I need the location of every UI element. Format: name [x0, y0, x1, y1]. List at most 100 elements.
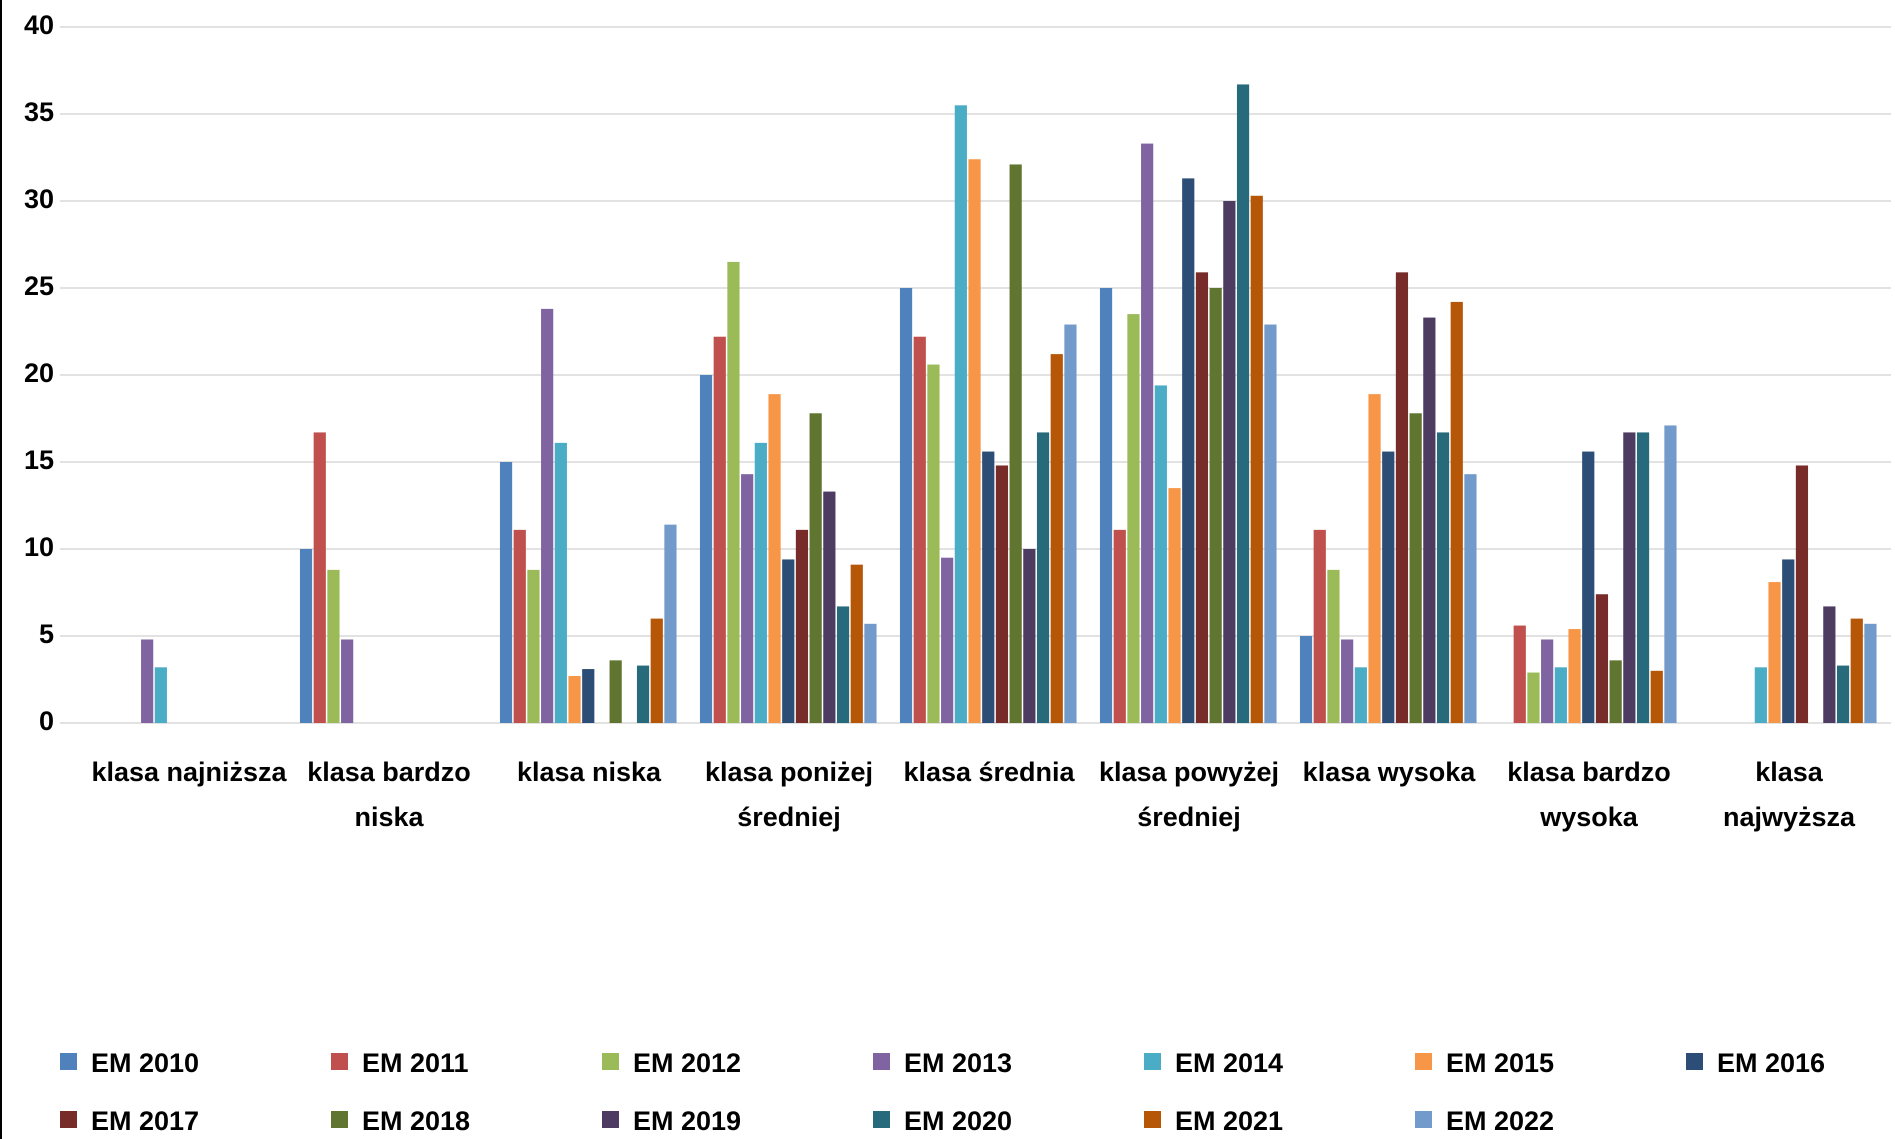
bar: [1064, 324, 1077, 723]
x-tick-label: klasa powyżej średniej: [1098, 757, 1280, 832]
bar: [1795, 465, 1809, 723]
legend-item: EM 2020: [873, 1106, 1012, 1137]
bar: [741, 474, 754, 723]
bar: [313, 432, 326, 723]
bar: [927, 364, 940, 723]
bar: [1009, 164, 1022, 723]
bar: [1341, 639, 1354, 723]
legend-label: EM 2021: [1175, 1106, 1284, 1136]
bar: [527, 569, 540, 723]
legend-item: EM 2015: [1415, 1048, 1554, 1079]
legend-label: EM 2020: [904, 1106, 1013, 1136]
bar: [1099, 288, 1113, 723]
legend-item: EM 2016: [1686, 1048, 1825, 1079]
legend-label: EM 2011: [362, 1048, 469, 1078]
bar: [1023, 549, 1036, 723]
legend-swatch: [1415, 1111, 1432, 1128]
legend-swatch: [1686, 1053, 1703, 1070]
bar: [1182, 178, 1195, 723]
bar: [141, 639, 154, 723]
bar: [1313, 529, 1326, 723]
bar: [1864, 623, 1877, 723]
bar: [154, 667, 167, 723]
x-tick-label: klasa niska: [516, 757, 662, 787]
legend-swatch: [331, 1111, 348, 1128]
x-tick-label: klasa bardzo wysoka: [1507, 757, 1671, 832]
bar: [1327, 569, 1340, 723]
x-tick-label: klasa wysoka: [1302, 757, 1476, 787]
y-tick-label: 35: [24, 97, 54, 127]
y-tick-label: 5: [39, 619, 54, 649]
bar: [1464, 474, 1477, 723]
bar: [1623, 432, 1636, 723]
x-tick-label: klasa bardzo niska: [307, 757, 471, 832]
legend-label: EM 2018: [362, 1106, 471, 1136]
bar: [1250, 195, 1263, 723]
legend-label: EM 2017: [91, 1106, 200, 1136]
legend-item: EM 2011: [331, 1048, 469, 1079]
legend-swatch: [873, 1053, 890, 1070]
bar: [1450, 301, 1463, 723]
bar: [1036, 432, 1050, 723]
bar: [1236, 84, 1250, 724]
bar: [836, 606, 850, 723]
bar: [1127, 314, 1140, 723]
legend-swatch: [1415, 1053, 1432, 1070]
legend-item: EM 2018: [331, 1106, 470, 1137]
bar: [754, 442, 767, 723]
bar: [1836, 665, 1850, 723]
bar: [1299, 636, 1313, 723]
bar: [568, 676, 581, 723]
bar: [954, 105, 967, 724]
y-tick-label: 0: [39, 706, 54, 736]
bar: [1395, 272, 1409, 723]
bar: [1141, 143, 1154, 723]
bar: [968, 159, 981, 724]
bar: [1636, 432, 1650, 723]
legend-label: EM 2010: [91, 1048, 200, 1078]
legend-label: EM 2022: [1446, 1106, 1555, 1136]
bar: [713, 336, 726, 723]
y-tick-label: 25: [24, 271, 54, 301]
legend-swatch: [331, 1053, 348, 1070]
bar: [1354, 667, 1367, 723]
bar: [1154, 385, 1167, 723]
bar: [1223, 201, 1236, 723]
y-tick-label: 40: [24, 10, 54, 40]
legend-swatch: [1144, 1053, 1161, 1070]
x-tick-label: klasa poniżej średniej: [704, 757, 874, 832]
y-tick-label: 30: [24, 184, 54, 214]
bar: [1754, 667, 1767, 723]
bar: [1650, 670, 1663, 723]
legend-label: EM 2016: [1717, 1048, 1826, 1078]
bar: [554, 442, 567, 723]
legend-label: EM 2015: [1446, 1048, 1555, 1078]
bar: [727, 261, 740, 723]
bar: [1368, 394, 1381, 723]
bar: [1423, 317, 1436, 723]
x-tick-label: klasa najniższa: [91, 757, 287, 787]
legend-label: EM 2014: [1175, 1048, 1284, 1078]
bar: [1382, 451, 1395, 723]
bar: [1850, 618, 1863, 723]
legend-swatch: [60, 1111, 77, 1128]
bar: [941, 557, 954, 723]
bar: [499, 462, 513, 723]
y-tick-label: 10: [24, 532, 54, 562]
bar: [699, 375, 713, 723]
bar: [850, 564, 863, 723]
legend-swatch: [60, 1053, 77, 1070]
bar: [1264, 324, 1277, 723]
y-tick-label: 15: [24, 445, 54, 475]
bar: [582, 669, 595, 723]
bar: [327, 569, 340, 723]
bar: [1209, 288, 1222, 723]
legend-item: EM 2017: [60, 1106, 199, 1137]
bar: [995, 465, 1009, 723]
bar: [809, 413, 822, 723]
legend-item: EM 2019: [602, 1106, 741, 1137]
y-tick-label: 20: [24, 358, 54, 388]
bar: [913, 336, 926, 723]
